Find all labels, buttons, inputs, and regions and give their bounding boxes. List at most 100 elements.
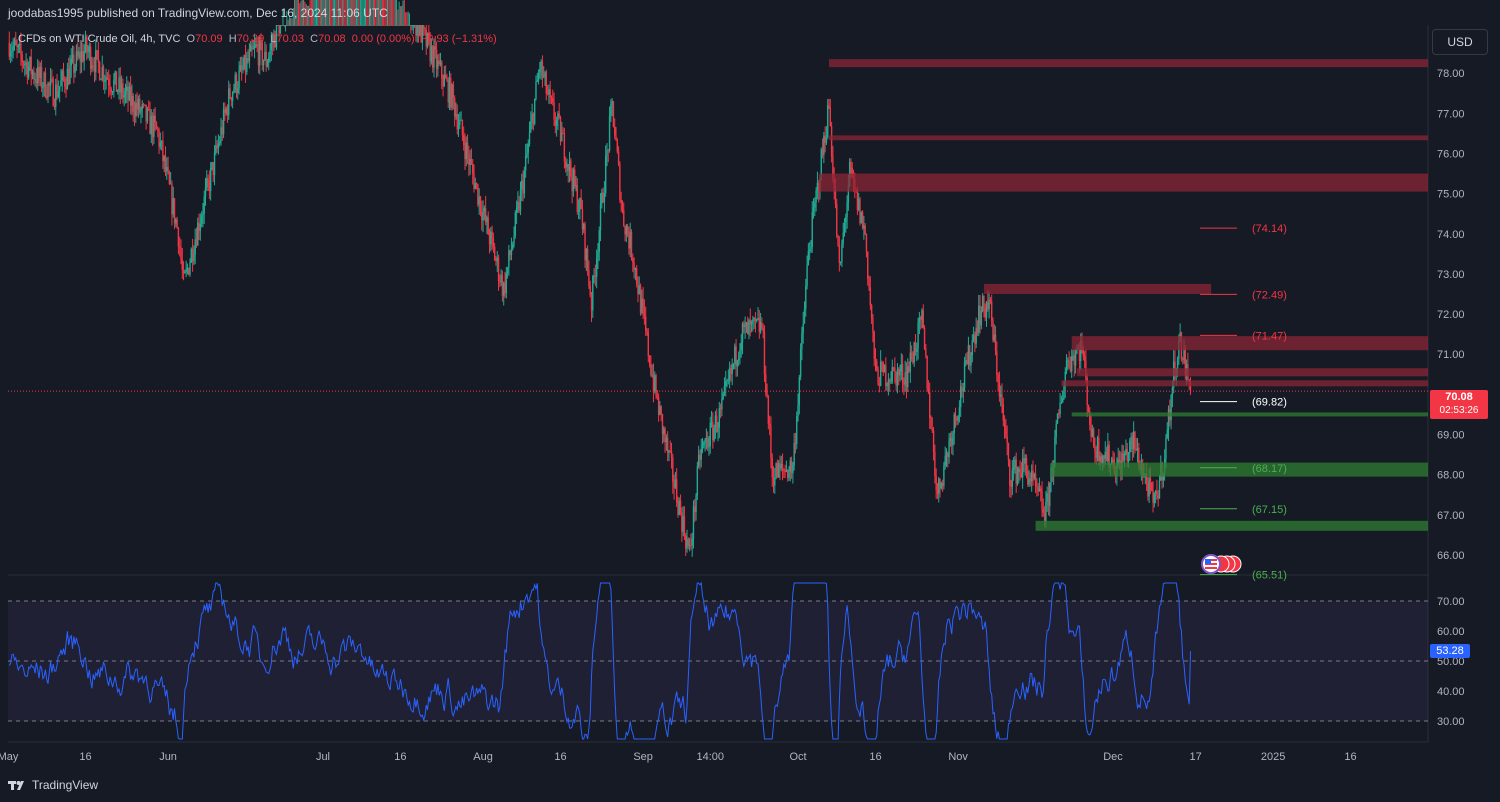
candle — [748, 318, 750, 340]
candle — [448, 70, 451, 111]
candle — [651, 364, 653, 378]
candle-body — [132, 95, 134, 113]
candle-body — [225, 108, 227, 114]
candle — [51, 69, 53, 83]
candle — [515, 200, 518, 224]
candle-body — [310, 25, 313, 26]
candle-body — [796, 416, 798, 445]
candle — [670, 442, 673, 469]
candle — [768, 415, 771, 436]
candle-body — [176, 219, 178, 229]
candle — [919, 315, 922, 330]
candle-body — [344, 25, 346, 26]
candle — [632, 253, 634, 273]
candle-body — [887, 379, 890, 386]
candle — [788, 466, 790, 481]
candle — [64, 76, 66, 94]
candle-body — [762, 328, 764, 332]
candle — [828, 98, 830, 110]
candle-body — [623, 210, 625, 226]
candle-body — [779, 463, 781, 469]
candle — [82, 43, 84, 63]
candle — [8, 31, 10, 61]
candle-body — [505, 273, 507, 293]
candle — [255, 37, 257, 49]
candle — [483, 205, 486, 221]
us-flag-event-icon[interactable] — [1199, 554, 1245, 574]
currency-button[interactable]: USD — [1432, 29, 1488, 55]
candle-body — [190, 248, 193, 263]
candle — [669, 440, 671, 454]
candle-body — [914, 342, 917, 352]
candle — [931, 417, 933, 433]
candle-body — [888, 379, 891, 382]
candle — [20, 32, 22, 66]
symbol-label[interactable]: CFDs on WTI Crude Oil, 4h, TVC — [18, 33, 181, 45]
candle-body — [548, 89, 550, 95]
candle-body — [20, 43, 22, 55]
candle-body — [393, 25, 395, 26]
candle — [734, 343, 736, 370]
candle-body — [919, 317, 922, 320]
candle-body — [350, 25, 353, 26]
candle — [194, 228, 196, 265]
candle — [701, 437, 704, 454]
candle-body — [701, 445, 704, 449]
candle-body — [624, 225, 626, 235]
candle — [777, 460, 780, 478]
price-tick-label: 75.00 — [1437, 189, 1465, 201]
candle-body — [13, 40, 16, 47]
candle-body — [319, 25, 322, 26]
candle-body — [958, 407, 961, 416]
candle-body — [97, 50, 100, 63]
candle — [198, 213, 200, 240]
candle — [313, 0, 315, 26]
candle-body — [280, 25, 283, 26]
candle — [869, 276, 872, 310]
candle — [21, 50, 23, 73]
candle-body — [553, 102, 555, 120]
candle — [1000, 385, 1002, 407]
candle-body — [1126, 449, 1128, 462]
candle — [1037, 482, 1039, 496]
candle-body — [91, 65, 93, 69]
candle-body — [453, 98, 456, 117]
candle — [510, 237, 513, 261]
rsi-tick-label: 50.00 — [1437, 656, 1465, 668]
candle-body — [425, 30, 427, 47]
candle-body — [962, 388, 964, 392]
level-label: (69.82) — [1252, 397, 1287, 409]
candle — [364, 0, 367, 26]
candle-body — [499, 281, 501, 283]
candle — [1089, 407, 1091, 431]
candle — [543, 66, 545, 79]
candle — [708, 435, 710, 456]
candle — [109, 74, 111, 96]
candle — [825, 126, 828, 145]
candle — [243, 54, 245, 71]
candle — [309, 0, 311, 26]
candle — [77, 42, 79, 61]
candle-body — [1029, 478, 1032, 482]
candle — [537, 69, 540, 85]
candle — [302, 0, 305, 26]
candle-body — [506, 267, 509, 274]
candle — [430, 38, 433, 65]
candle — [581, 199, 584, 236]
candle-body — [1059, 402, 1061, 415]
candle — [899, 364, 901, 382]
candle-body — [1010, 485, 1012, 488]
candle — [43, 71, 45, 97]
candle — [225, 106, 227, 116]
candle-body — [118, 77, 120, 91]
candle-body — [477, 184, 479, 205]
candle — [718, 401, 720, 439]
candle — [700, 438, 702, 468]
candle — [810, 239, 812, 254]
candle-body — [119, 77, 122, 93]
candle — [714, 410, 717, 439]
footer-brand-label: TradingView — [32, 778, 99, 792]
candle — [989, 296, 992, 305]
candle — [172, 186, 174, 218]
